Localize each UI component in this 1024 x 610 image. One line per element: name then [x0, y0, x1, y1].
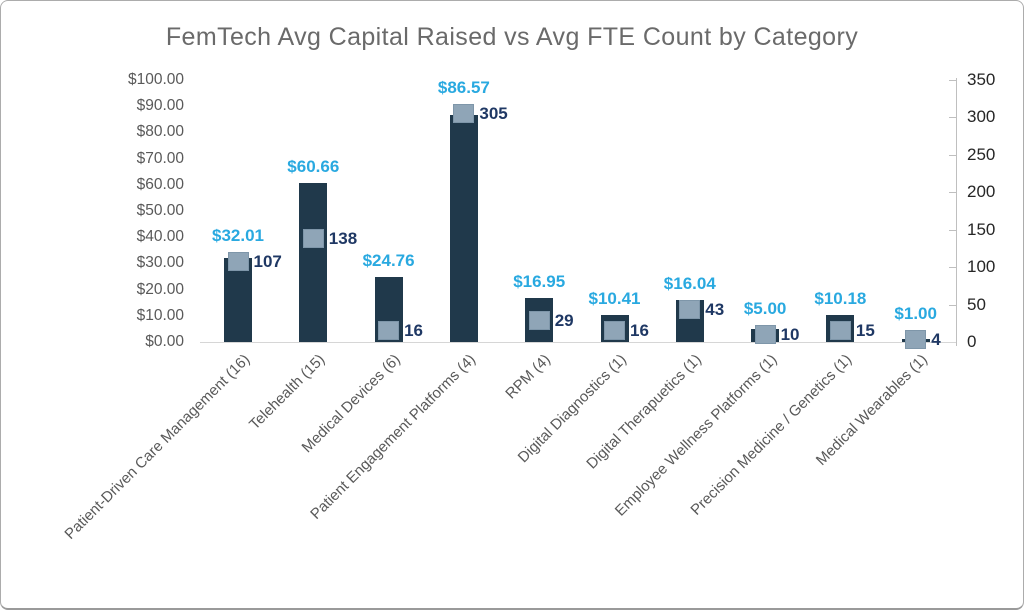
right-axis-tick-label: 350	[967, 70, 996, 89]
left-axis-tick-label: $20.00	[136, 280, 184, 298]
right-axis-tick	[949, 267, 956, 269]
fte-data-label: 16	[630, 320, 649, 340]
left-axis-tick-label: $30.00	[136, 254, 184, 272]
right-axis-tick-label: 300	[967, 107, 996, 127]
fte-marker	[829, 321, 851, 341]
capital-bar	[224, 258, 252, 342]
right-axis-tick-label: 250	[967, 144, 996, 164]
category-axis-label: Employee Wellness Platforms (1)	[611, 351, 781, 520]
left-axis-tick-label: $10.00	[136, 306, 184, 324]
x-axis-line	[200, 342, 956, 343]
left-axis-tick-label: $40.00	[136, 228, 184, 246]
fte-marker	[604, 320, 625, 340]
right-axis-tick-label: 50	[967, 294, 986, 314]
capital-data-label: $86.57	[437, 78, 490, 98]
capital-bar	[449, 115, 478, 342]
right-axis-tick	[949, 229, 956, 231]
fte-data-label: 10	[780, 325, 800, 344]
category-axis-label: Patient-Driven Care Management (16)	[61, 351, 254, 543]
capital-data-label: $24.76	[362, 251, 415, 271]
fte-marker	[528, 310, 550, 330]
category-axis-label: Telehealth (15)	[246, 351, 329, 434]
capital-data-label: $16.04	[663, 273, 716, 293]
left-axis-tick-label: $0.00	[145, 333, 184, 350]
capital-data-label: $10.41	[588, 288, 641, 308]
fte-marker	[905, 329, 927, 349]
category-axis-label: Precision Medicine / Genetics (1)	[687, 351, 856, 519]
right-axis-tick	[949, 192, 956, 194]
fte-marker	[453, 104, 475, 124]
fte-data-label: 15	[855, 321, 875, 341]
fte-data-label: 29	[554, 310, 574, 330]
fte-data-label: 4	[931, 329, 941, 349]
fte-marker	[378, 320, 400, 340]
capital-data-label: $10.18	[814, 289, 867, 309]
fte-data-label: 43	[705, 300, 725, 320]
left-axis-tick-label: $50.00	[136, 202, 184, 219]
left-axis-tick-label: $70.00	[136, 149, 184, 167]
capital-data-label: $16.95	[513, 271, 566, 291]
fte-marker	[302, 229, 324, 249]
fte-marker	[227, 252, 249, 272]
fte-data-label: 16	[404, 320, 424, 340]
capital-data-label: $32.01	[212, 226, 264, 246]
right-axis-tick	[949, 154, 956, 156]
right-axis-tick	[949, 304, 956, 306]
capital-bar	[299, 183, 328, 342]
category-axis-label: Patient Engagement Platforms (4)	[307, 351, 479, 523]
left-axis-tick-label: $80.00	[136, 123, 184, 141]
fte-data-label: 305	[479, 104, 508, 124]
fte-marker	[754, 325, 776, 344]
right-axis-tick-label: 100	[967, 257, 996, 277]
chart-title: FemTech Avg Capital Raised vs Avg FTE Co…	[165, 23, 859, 51]
right-axis-line	[956, 78, 957, 346]
capital-data-label: $5.00	[743, 299, 787, 318]
fte-data-label: 138	[328, 229, 358, 249]
fte-data-label: 107	[253, 252, 282, 272]
left-axis-tick-label: $100.00	[127, 71, 184, 88]
right-axis-tick-label: 150	[967, 219, 996, 239]
category-axis-label: RPM (4)	[502, 351, 555, 403]
capital-data-label: $60.66	[287, 157, 340, 177]
right-axis-tick	[949, 80, 956, 81]
capital-data-label: $1.00	[894, 303, 937, 323]
right-axis-tick-label: 0	[967, 332, 977, 351]
left-axis-tick-label: $90.00	[136, 97, 184, 115]
left-axis-tick-label: $60.00	[136, 175, 184, 193]
right-axis-tick-label: 200	[967, 182, 996, 202]
fte-marker	[679, 300, 701, 320]
right-axis-tick	[949, 117, 956, 119]
